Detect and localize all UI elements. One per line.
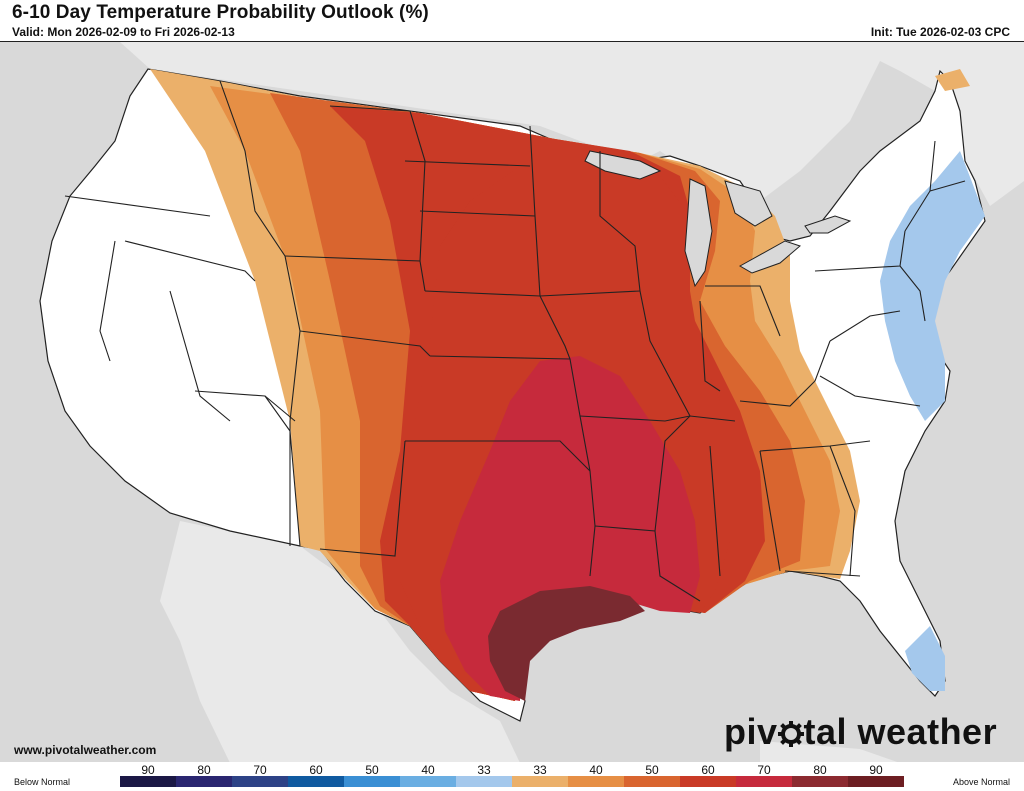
legend-tick: 70 xyxy=(757,763,771,777)
legend-tick: 70 xyxy=(253,763,267,777)
legend-swatch-below-60 xyxy=(288,776,344,787)
legend-tick: 33 xyxy=(533,763,547,777)
great-lakes xyxy=(584,150,852,288)
gear-icon xyxy=(777,721,804,747)
legend-ticks: 90 80 70 60 50 40 33 33 40 50 60 70 80 9… xyxy=(0,762,1024,777)
legend-swatch-below-90 xyxy=(120,776,176,787)
legend-swatch-below-50 xyxy=(344,776,400,787)
legend-swatch-above-50 xyxy=(624,776,680,787)
site-url: www.pivotalweather.com xyxy=(14,743,157,757)
legend-tick: 40 xyxy=(589,763,603,777)
legend-swatch-above-33 xyxy=(512,776,568,787)
cuba-landmass xyxy=(760,741,900,763)
legend-swatch-below-33 xyxy=(456,776,512,787)
legend-tick: 90 xyxy=(141,763,155,777)
legend-tick: 80 xyxy=(813,763,827,777)
legend-tick: 50 xyxy=(365,763,379,777)
valid-period: Valid: Mon 2026-02-09 to Fri 2026-02-13 xyxy=(12,25,235,39)
legend-tick: 80 xyxy=(197,763,211,777)
legend-tick: 40 xyxy=(421,763,435,777)
legend-color-bar xyxy=(120,776,904,787)
above-80-90-region xyxy=(488,586,645,701)
legend-tick: 90 xyxy=(869,763,883,777)
map-title: 6-10 Day Temperature Probability Outlook… xyxy=(12,2,429,23)
below-33-40-florida-region xyxy=(905,626,945,691)
legend-below-label: Below Normal xyxy=(14,777,71,787)
below-33-40-region xyxy=(880,151,985,421)
brand-suffix: tal weather xyxy=(803,711,998,752)
legend-tick: 50 xyxy=(645,763,659,777)
legend-tick: 60 xyxy=(701,763,715,777)
legend-swatch-above-40 xyxy=(568,776,624,787)
legend-above-label: Above Normal xyxy=(952,777,1010,787)
canada-landmass xyxy=(120,42,1024,206)
maine-above-region xyxy=(935,69,970,91)
state-borders xyxy=(64,80,966,602)
legend-swatch-below-80 xyxy=(176,776,232,787)
init-info: Init: Tue 2026-02-03 CPC xyxy=(870,25,1010,39)
brand-logo: piv tal weather xyxy=(724,711,997,753)
legend-swatch-below-70 xyxy=(232,776,288,787)
outlook-map xyxy=(0,42,1024,763)
mexico-landmass xyxy=(160,521,520,763)
brand-prefix: piv xyxy=(724,711,778,752)
legend-swatch-above-60 xyxy=(680,776,736,787)
legend: 90 80 70 60 50 40 33 33 40 50 60 70 80 9… xyxy=(0,762,1024,791)
map-panel[interactable] xyxy=(0,41,1024,763)
legend-tick: 60 xyxy=(309,763,323,777)
header: 6-10 Day Temperature Probability Outlook… xyxy=(0,0,1024,41)
legend-swatch-above-70 xyxy=(736,776,792,787)
legend-swatch-above-90 xyxy=(848,776,904,787)
legend-swatch-below-40 xyxy=(400,776,456,787)
legend-tick: 33 xyxy=(477,763,491,777)
legend-swatch-above-80 xyxy=(792,776,848,787)
